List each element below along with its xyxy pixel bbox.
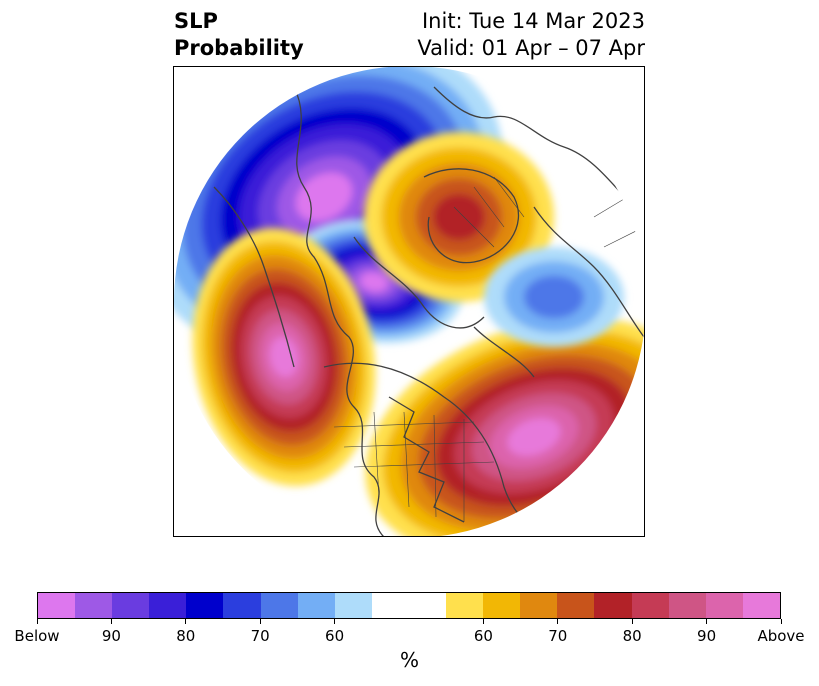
colorbar-segment xyxy=(557,593,595,618)
colorbar-label: % xyxy=(399,648,419,672)
below-normal-minor xyxy=(484,247,624,347)
colorbar-segment xyxy=(371,593,447,618)
colorbar-tick-mark xyxy=(185,619,187,624)
colorbar-segment xyxy=(631,593,669,618)
colorbar-segment xyxy=(594,593,632,618)
colorbar-segment xyxy=(668,593,706,618)
above-normal-region-pacific xyxy=(192,228,376,486)
colorbar-tick-mark xyxy=(110,619,112,624)
contour-band xyxy=(359,272,389,292)
colorbar-tick-label: 90 xyxy=(697,627,717,645)
colorbar-tick-mark xyxy=(259,619,261,624)
colorbar-segment xyxy=(260,593,298,618)
colorbar-tick-mark xyxy=(334,619,336,624)
colorbar-segment xyxy=(149,593,187,618)
colorbar-segment xyxy=(483,593,521,618)
title-line-2: Probability xyxy=(174,36,304,60)
colorbar-tick-mark xyxy=(482,619,484,624)
polar-map xyxy=(173,66,645,537)
colorbar-tick-label: 60 xyxy=(325,627,345,645)
colorbar-tick-label: 80 xyxy=(622,627,642,645)
colorbar-segment xyxy=(446,593,484,618)
polar-map-svg xyxy=(174,67,644,536)
colorbar-segment xyxy=(334,593,372,618)
contour-band xyxy=(433,193,485,241)
colorbar-segment xyxy=(223,593,261,618)
colorbar-segment xyxy=(186,593,224,618)
contour-band xyxy=(295,172,353,222)
colorbar-segment xyxy=(75,593,113,618)
coastlines xyxy=(213,86,644,536)
colorbar-segment xyxy=(297,593,335,618)
colorbar-segment xyxy=(705,593,743,618)
contour-band xyxy=(269,336,299,378)
map-dates: Init: Tue 14 Mar 2023 Valid: 01 Apr – 07… xyxy=(417,8,645,62)
above-normal-region-eurasia xyxy=(364,132,554,302)
colorbar-tick-label: Below xyxy=(14,627,60,645)
colorbar-segment xyxy=(520,593,558,618)
map-title: SLP Probability xyxy=(174,8,304,62)
colorbar-tick-label: 60 xyxy=(473,627,493,645)
title-line-1: SLP xyxy=(174,9,218,33)
colorbar-tick-label: 70 xyxy=(250,627,270,645)
contour-band xyxy=(507,418,561,456)
colorbar-segment xyxy=(38,593,76,618)
colorbar-tick-mark xyxy=(557,619,559,624)
colorbar-tick-label: 90 xyxy=(101,627,121,645)
colorbar-tick-mark xyxy=(780,619,782,624)
colorbar-segment xyxy=(112,593,150,618)
init-date: Init: Tue 14 Mar 2023 xyxy=(421,9,645,33)
colorbar-tick-mark xyxy=(706,619,708,624)
borders xyxy=(333,176,644,522)
colorbar-tick-label: 80 xyxy=(176,627,196,645)
colorbar-tick-label: Above xyxy=(757,627,805,645)
contour-band xyxy=(524,275,584,319)
valid-range: Valid: 01 Apr – 07 Apr xyxy=(417,36,645,60)
colorbar-tick-label: 70 xyxy=(548,627,568,645)
colorbar-segment xyxy=(742,593,780,618)
colorbar-tick-mark xyxy=(631,619,633,624)
colorbar-tick-mark xyxy=(36,619,38,624)
colorbar xyxy=(37,592,781,619)
